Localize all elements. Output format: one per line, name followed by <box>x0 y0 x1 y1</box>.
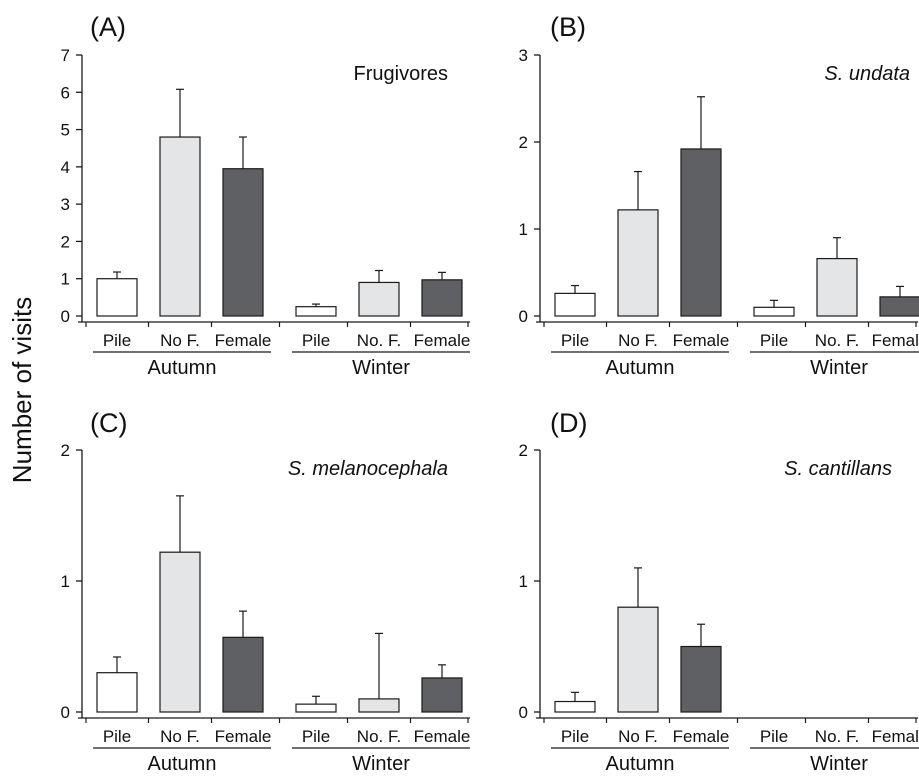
y-tick-label: 1 <box>61 270 70 289</box>
x-category-label: Female <box>414 331 471 350</box>
y-tick-label: 1 <box>519 572 528 591</box>
x-category-label: Female <box>414 727 471 746</box>
bar <box>96 278 138 317</box>
bar <box>816 257 858 317</box>
panel-title: S. cantillans <box>784 458 892 480</box>
bar <box>680 148 722 317</box>
bar <box>753 306 795 317</box>
x-category-label: No F. <box>160 331 200 350</box>
chart-panel-b: (B) S. undata 0 1 2 3 Pile No F. Female Pile No. F… <box>519 12 919 379</box>
x-group-label: Autumn <box>606 357 675 379</box>
bar <box>159 136 201 317</box>
y-tick-label: 1 <box>61 572 70 591</box>
bar <box>295 306 337 317</box>
x-category-label: Female <box>673 727 730 746</box>
x-category-label: Female <box>215 727 272 746</box>
x-group-label: Winter <box>810 753 868 775</box>
x-group-label: Autumn <box>148 357 217 379</box>
bar <box>617 209 659 317</box>
x-category-label: No. F. <box>815 727 859 746</box>
panel-label: (A) <box>90 12 126 42</box>
y-tick-label: 3 <box>519 46 528 65</box>
y-tick-label: 3 <box>61 195 70 214</box>
x-category-label: No F. <box>618 727 658 746</box>
panel-label: (B) <box>550 12 586 42</box>
panel-title: S. undata <box>824 63 910 85</box>
y-tick-label: 2 <box>61 232 70 251</box>
x-category-label: No. F. <box>357 727 401 746</box>
y-tick-label: 6 <box>61 83 70 102</box>
bar <box>159 551 201 713</box>
bar <box>554 292 596 317</box>
panel-label: (D) <box>550 408 587 438</box>
y-axis-label-text: Number of visits <box>7 297 37 483</box>
x-category-label: Pile <box>103 331 131 350</box>
bar <box>421 279 463 317</box>
y-tick-label: 2 <box>519 441 528 460</box>
chart-panel-d: (D) S. cantillans 0 1 2 Pile No F. Female Pile No… <box>519 408 919 775</box>
x-category-label: Pile <box>302 727 330 746</box>
y-tick-label: 5 <box>61 121 70 140</box>
bar <box>879 296 919 317</box>
y-tick-label: 1 <box>519 220 528 239</box>
x-category-label: Female <box>872 727 919 746</box>
x-category-label: Pile <box>760 727 788 746</box>
bar <box>421 677 463 713</box>
x-category-label: Pile <box>103 727 131 746</box>
panel-title: S. melanocephala <box>288 458 448 480</box>
x-category-label: No F. <box>618 331 658 350</box>
x-category-label: Pile <box>302 331 330 350</box>
x-category-label: Pile <box>760 331 788 350</box>
bar <box>617 606 659 713</box>
x-group-label: Winter <box>352 753 410 775</box>
chart-panel-a: (A) Frugivores 0 1 2 3 4 5 6 7 Pile No F. Female Pile… <box>61 12 471 379</box>
bar <box>554 700 596 713</box>
x-category-label: Female <box>215 331 272 350</box>
y-tick-label: 2 <box>519 133 528 152</box>
x-group-label: Autumn <box>606 753 675 775</box>
bar <box>295 703 337 713</box>
x-group-label: Winter <box>810 357 868 379</box>
x-category-label: No. F. <box>815 331 859 350</box>
x-group-label: Winter <box>352 357 410 379</box>
panel-title: Frugivores <box>354 63 448 85</box>
x-category-label: Female <box>872 331 919 350</box>
x-category-label: No F. <box>160 727 200 746</box>
y-tick-label: 4 <box>61 158 70 177</box>
y-tick-label: 0 <box>61 703 70 722</box>
bar <box>358 281 400 317</box>
bar <box>680 645 722 713</box>
y-tick-label: 0 <box>61 307 70 326</box>
bar <box>222 636 264 713</box>
bar <box>358 698 400 713</box>
bar <box>222 168 264 317</box>
x-category-label: Pile <box>561 727 589 746</box>
y-tick-label: 0 <box>519 703 528 722</box>
x-category-label: Female <box>673 331 730 350</box>
panel-label: (C) <box>90 408 127 438</box>
y-axis-label: Number of visits <box>7 297 37 483</box>
x-category-label: Pile <box>561 331 589 350</box>
y-tick-label: 2 <box>61 441 70 460</box>
y-tick-label: 0 <box>519 307 528 326</box>
y-tick-label: 7 <box>61 46 70 65</box>
x-group-label: Autumn <box>148 753 217 775</box>
chart-panel-c: (C) S. melanocephala 0 1 2 Pile No F. Female Pil… <box>61 408 471 775</box>
x-category-label: No. F. <box>357 331 401 350</box>
bar <box>96 672 138 713</box>
